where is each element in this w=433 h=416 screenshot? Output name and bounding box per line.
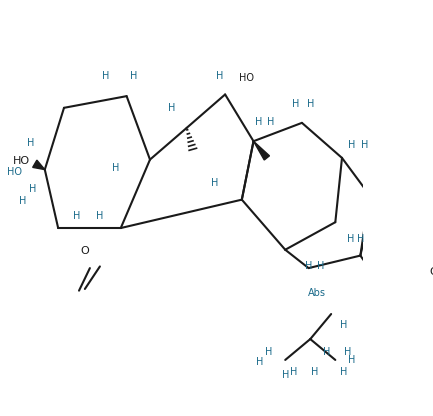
Text: H: H <box>129 71 137 81</box>
Text: H: H <box>357 234 364 244</box>
Text: O: O <box>430 267 433 277</box>
Text: HO: HO <box>239 73 254 83</box>
Text: H: H <box>256 357 264 366</box>
Text: O: O <box>81 246 89 256</box>
Text: H: H <box>347 234 354 244</box>
Text: H: H <box>317 261 324 271</box>
Text: H: H <box>29 184 37 194</box>
Text: Abs: Abs <box>308 288 326 298</box>
Text: HO: HO <box>7 167 22 177</box>
Polygon shape <box>253 141 269 160</box>
Text: H: H <box>290 367 297 377</box>
Text: H: H <box>255 117 262 127</box>
Text: H: H <box>267 117 274 127</box>
Text: H: H <box>311 367 318 377</box>
Text: H: H <box>112 163 120 173</box>
Text: H: H <box>291 99 299 109</box>
Text: H: H <box>216 71 223 81</box>
Text: H: H <box>102 71 110 81</box>
Text: H: H <box>210 178 218 188</box>
Text: H: H <box>265 347 272 357</box>
Text: H: H <box>323 347 331 357</box>
Text: H: H <box>307 99 314 109</box>
Text: H: H <box>361 140 368 151</box>
Text: H: H <box>344 347 352 357</box>
Text: H: H <box>340 367 347 377</box>
Text: H: H <box>168 103 175 113</box>
Text: H: H <box>305 261 312 271</box>
Polygon shape <box>32 160 45 170</box>
Text: H: H <box>281 370 289 380</box>
Text: H: H <box>96 211 103 221</box>
Text: H: H <box>27 138 34 148</box>
Text: H: H <box>73 211 80 221</box>
Text: HO: HO <box>13 156 30 166</box>
Text: H: H <box>340 320 347 330</box>
Text: H: H <box>348 355 355 365</box>
Text: H: H <box>19 196 26 206</box>
Text: H: H <box>348 140 355 151</box>
